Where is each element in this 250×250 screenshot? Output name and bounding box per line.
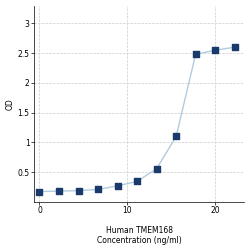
- Point: [116, 184, 119, 188]
- Point: [154, 166, 158, 170]
- Point: [213, 48, 217, 52]
- Point: [57, 189, 61, 193]
- Y-axis label: OD: OD: [6, 98, 15, 110]
- Point: [174, 134, 178, 138]
- Point: [38, 190, 42, 194]
- Point: [135, 180, 139, 184]
- Point: [96, 188, 100, 192]
- X-axis label: Human TMEM168
Concentration (ng/ml): Human TMEM168 Concentration (ng/ml): [97, 226, 182, 245]
- Point: [194, 52, 198, 56]
- Point: [233, 45, 237, 49]
- Point: [76, 189, 80, 193]
